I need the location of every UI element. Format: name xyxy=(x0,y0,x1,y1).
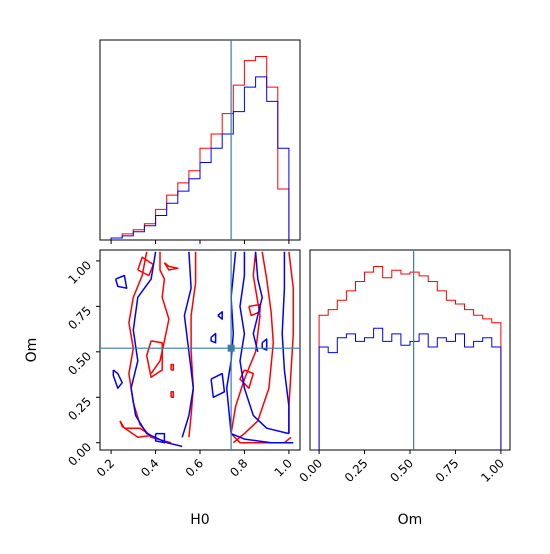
contour-2 xyxy=(150,251,170,375)
om-histogram-frame xyxy=(309,249,511,451)
joint-xtick-label-2: 0.6 xyxy=(183,456,206,479)
om-xtick-label-0: 0.00 xyxy=(296,456,325,485)
joint-y-ticks: 0.00 0.25 0.50 0.75 1.00 xyxy=(65,258,100,469)
contour-24 xyxy=(252,251,263,352)
contour-15 xyxy=(130,251,183,448)
h0-hist-series-1 xyxy=(110,76,290,240)
contour-1 xyxy=(188,251,197,438)
contour-5 xyxy=(170,391,175,399)
joint-truth-marker xyxy=(227,344,235,352)
joint-ytick-label-2: 0.50 xyxy=(65,349,94,378)
joint-contours xyxy=(112,251,295,448)
contour-10 xyxy=(230,251,261,434)
h0-histogram-panel xyxy=(99,39,301,244)
om-xtick-label-1: 0.25 xyxy=(342,456,371,485)
h0-histogram-frame xyxy=(99,39,301,241)
joint-xtick-label-1: 0.4 xyxy=(138,456,161,479)
joint-xtick-label-3: 0.8 xyxy=(227,456,250,479)
contour-23 xyxy=(281,251,290,434)
joint-ytick-label-3: 0.75 xyxy=(65,304,94,333)
contour-13 xyxy=(248,303,261,317)
om-hist-series-0 xyxy=(310,266,510,450)
contour-27 xyxy=(210,332,217,344)
joint-frame xyxy=(99,249,301,451)
h0-histogram-ticks xyxy=(110,240,290,244)
h0-histogram-series xyxy=(110,56,290,240)
joint-xtick-label-4: 1.0 xyxy=(272,456,295,479)
contour-22 xyxy=(239,251,290,435)
h0-om-joint-panel: 0.2 0.4 0.6 0.8 1.0 0.000.250.500.751.00 H0 … xyxy=(24,249,301,528)
om-histogram-series xyxy=(310,266,510,450)
contour-16 xyxy=(181,251,195,438)
y-axis-label-om: Om xyxy=(24,338,40,363)
contour-19 xyxy=(154,432,166,444)
contour-8 xyxy=(137,256,155,277)
contour-3 xyxy=(119,420,152,439)
contour-17 xyxy=(112,369,123,389)
contour-28 xyxy=(261,338,268,351)
x-axis-label-om: Om xyxy=(398,512,423,528)
contour-7 xyxy=(163,262,179,271)
joint-ytick-label-0: 0.00 xyxy=(65,440,94,469)
joint-ytick-label-1: 0.25 xyxy=(65,394,94,423)
contour-6 xyxy=(170,363,175,371)
joint-ytick-label-4: 1.00 xyxy=(65,258,94,287)
contour-14 xyxy=(239,369,255,389)
joint-xtick-label-0: 0.2 xyxy=(94,456,117,479)
contour-26 xyxy=(210,372,226,399)
om-xtick-label-3: 0.75 xyxy=(433,456,462,485)
om-xtick-label-2: 0.50 xyxy=(387,456,416,485)
h0-hist-series-0 xyxy=(110,56,290,240)
contour-18 xyxy=(114,274,128,289)
om-xtick-label-4: 1.00 xyxy=(478,456,507,485)
joint-x-ticks: 0.2 0.4 0.6 0.8 1.0 xyxy=(94,450,295,480)
contour-11 xyxy=(232,251,275,444)
contour-25 xyxy=(217,311,223,320)
om-histogram-panel: 0.00 0.25 0.50 0.75 1.00 Om xyxy=(296,249,511,528)
contour-4 xyxy=(145,340,163,379)
contour-21 xyxy=(230,432,294,444)
om-hist-series-1 xyxy=(310,327,510,450)
x-axis-label-h0: H0 xyxy=(190,512,209,528)
om-x-ticks: 0.00 0.25 0.50 0.75 1.00 xyxy=(296,450,507,485)
